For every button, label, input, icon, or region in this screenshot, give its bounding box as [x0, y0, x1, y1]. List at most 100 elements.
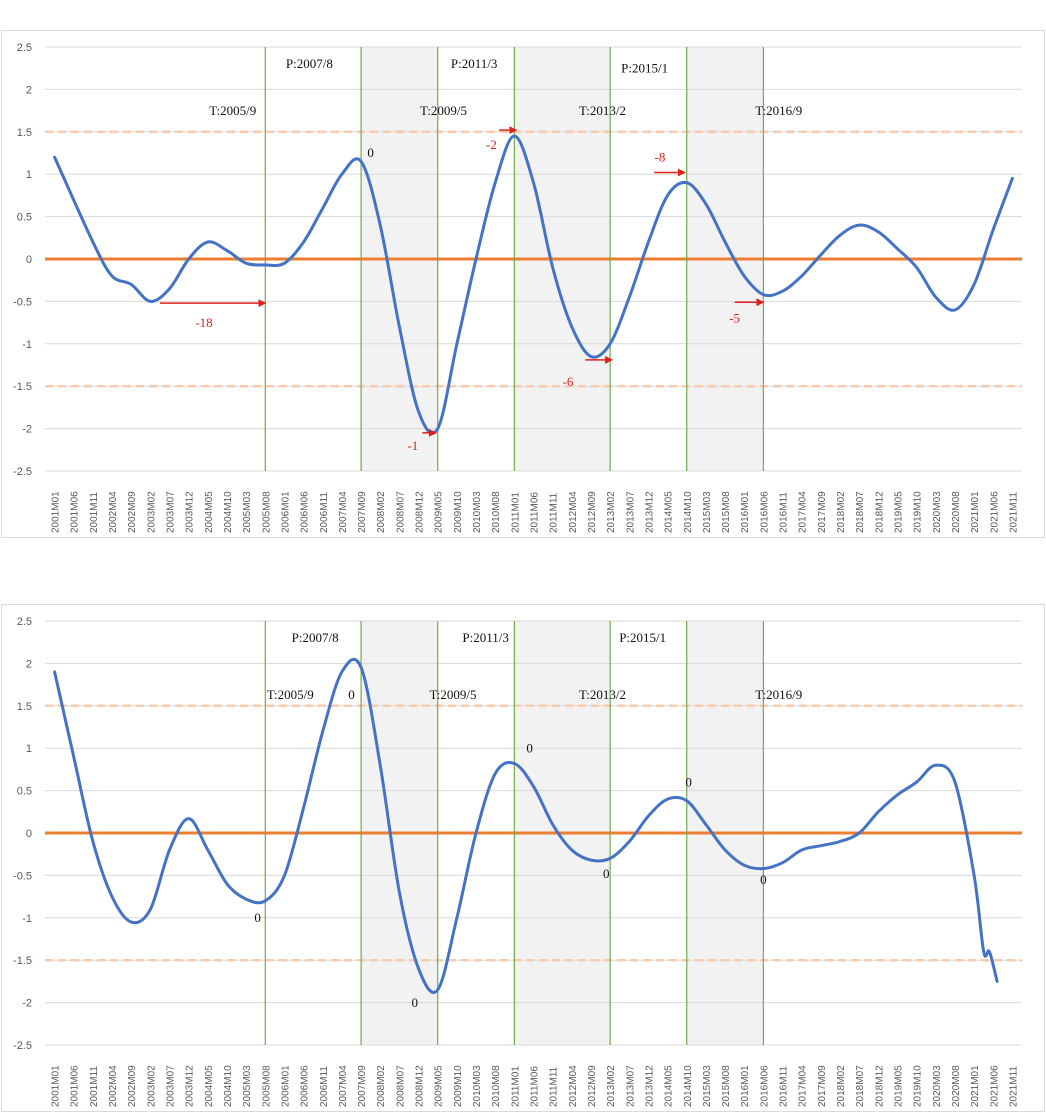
top-x-tick-label: 2013M07	[625, 491, 636, 533]
top-x-tick-label: 2010M08	[491, 491, 502, 533]
top-x-tick-label: 2003M07	[166, 491, 177, 533]
bottom-y-tick-label: -2	[22, 998, 32, 1010]
bottom-y-tick-label: -1.5	[13, 955, 32, 967]
bottom-x-tick-label: 2011M01	[510, 1066, 521, 1107]
top-x-tick-label: 2012M09	[587, 491, 598, 533]
chart-bottom-svg: 2.5 2 1.5 1 0.5 0 -0.5 -1 -1.5 -2 -2.5 2001M01 2001M…	[13, 616, 1022, 1107]
bottom-annotation: P:2015/1	[619, 630, 666, 645]
top-x-tick-label: 2007M09	[357, 491, 368, 533]
bottom-x-tick-label: 2018M02	[836, 1065, 847, 1107]
bottom-x-tick-label: 2001M01	[51, 1065, 62, 1107]
bottom-annotation: T:2013/2	[579, 687, 626, 702]
top-x-tick-label: 2004M10	[223, 491, 234, 533]
top-x-tick-label: 2009M05	[434, 491, 445, 533]
top-x-tick-label: 2011M01	[510, 492, 521, 533]
bottom-x-tick-label: 2003M12	[185, 1065, 196, 1107]
bottom-y-tick-label: 1.5	[17, 701, 32, 713]
bottom-x-tick-label: 2011M11	[549, 1066, 560, 1107]
top-x-tick-label: 2009M10	[453, 491, 464, 533]
top-x-tick-label: 2006M06	[300, 491, 311, 533]
top-x-tick-label: 2014M05	[664, 491, 675, 533]
chart-top: 2.5 2 1.5 1 0.5 0 -0.5 -1 -1.5 -2 -2.5 2001M01 2001M…	[1, 30, 1045, 538]
bottom-x-tick-label: 2020M03	[932, 1065, 943, 1107]
top-x-tick-label: 2004M05	[204, 491, 215, 533]
top-x-tick-label: 2015M03	[702, 491, 713, 533]
bottom-x-tick-label: 2016M06	[759, 1065, 770, 1107]
bottom-x-tick-label: 2008M07	[395, 1065, 406, 1107]
bottom-x-tick-label: 2009M05	[434, 1065, 445, 1107]
top-x-tick-label: 2001M01	[51, 491, 62, 533]
top-annotation: T:2005/9	[209, 103, 256, 118]
chart-top-svg: 2.5 2 1.5 1 0.5 0 -0.5 -1 -1.5 -2 -2.5 2001M01 2001M…	[13, 42, 1022, 533]
bottom-x-tick-label: 2021M01	[970, 1065, 981, 1107]
top-annotation: -8	[655, 149, 666, 164]
bottom-annotation: 0	[603, 866, 610, 881]
top-annotation: T:2016/9	[755, 103, 802, 118]
bottom-x-tick-label: 2003M02	[146, 1065, 157, 1107]
top-y-tick-label: -1.5	[13, 381, 32, 393]
top-annotation: 0	[367, 145, 374, 160]
bottom-x-tick-label: 2015M08	[721, 1065, 732, 1107]
bottom-x-tick-label: 2012M09	[587, 1065, 598, 1107]
top-x-tick-label: 2016M11	[779, 492, 790, 533]
bottom-x-tick-label: 2015M03	[702, 1065, 713, 1107]
top-x-tick-label: 2008M12	[415, 491, 426, 533]
bottom-x-tick-label: 2013M02	[606, 1065, 617, 1107]
bottom-x-tick-label: 2007M04	[338, 1065, 349, 1107]
bottom-x-tick-label: 2007M09	[357, 1065, 368, 1107]
bottom-annotation: T:2005/9	[267, 687, 314, 702]
bottom-x-tick-label: 2021M06	[989, 1065, 1000, 1107]
top-x-tick-label: 2014M10	[683, 491, 694, 533]
bottom-x-tick-label: 2006M06	[300, 1065, 311, 1107]
bottom-x-tick-label: 2008M02	[376, 1065, 387, 1107]
bottom-annotation: 0	[348, 687, 355, 702]
bottom-x-tick-label: 2013M12	[644, 1065, 655, 1107]
top-annotation: T:2013/2	[579, 103, 626, 118]
bottom-y-tick-label: 0	[26, 828, 32, 840]
top-x-tick-label: 2019M10	[913, 491, 924, 533]
bottom-x-tick-label: 2017M09	[817, 1065, 828, 1107]
top-x-tick-label: 2002M09	[127, 491, 138, 533]
top-x-tick-label: 2013M02	[606, 491, 617, 533]
bottom-annotation: 0	[254, 910, 261, 925]
bottom-x-tick-label: 2006M11	[319, 1066, 330, 1107]
top-x-tick-label: 2002M04	[108, 491, 119, 533]
bottom-annotation: 0	[685, 774, 692, 789]
top-x-tick-label: 2010M03	[472, 491, 483, 533]
top-annotation: -1	[407, 438, 418, 453]
bottom-x-tick-label: 2021M11	[1008, 1066, 1019, 1107]
top-x-tick-label: 2018M07	[855, 491, 866, 533]
top-x-tick-label: 2021M01	[970, 491, 981, 533]
bottom-y-tick-label: 2	[26, 658, 32, 670]
bottom-annotation: 0	[526, 740, 533, 755]
bottom-x-tick-label: 2018M12	[874, 1065, 885, 1107]
bottom-y-tick-label: -2.5	[13, 1040, 32, 1052]
top-x-tick-label: 2008M07	[395, 491, 406, 533]
top-y-tick-label: -1	[22, 339, 32, 351]
bottom-x-tick-label: 2016M01	[740, 1065, 751, 1107]
top-annotation: -6	[563, 374, 574, 389]
top-x-tick-label: 2006M11	[319, 492, 330, 533]
top-x-tick-label: 2016M06	[759, 491, 770, 533]
bottom-x-tick-label: 2016M11	[779, 1066, 790, 1107]
bottom-y-tick-label: 2.5	[17, 616, 32, 628]
top-y-tick-label: 2.5	[17, 42, 32, 54]
top-annotation: -18	[195, 315, 212, 330]
bottom-x-tick-label: 2013M07	[625, 1065, 636, 1107]
bottom-x-tick-label: 2008M12	[415, 1065, 426, 1107]
top-x-tick-label: 2020M08	[951, 491, 962, 533]
top-x-tick-label: 2018M12	[874, 491, 885, 533]
bottom-x-tick-label: 2006M01	[280, 1065, 291, 1107]
bottom-y-tick-label: 0.5	[17, 786, 32, 798]
bottom-y-tick-label: -1	[22, 913, 32, 925]
bottom-x-tick-label: 2012M04	[568, 1065, 579, 1107]
bottom-x-tick-label: 2014M05	[664, 1065, 675, 1107]
top-annotation: P:2015/1	[621, 60, 668, 75]
top-y-tick-label: 2	[26, 84, 32, 96]
top-annotation: T:2009/5	[420, 103, 467, 118]
top-y-tick-label: -2	[22, 424, 32, 436]
top-x-tick-label: 2008M02	[376, 491, 387, 533]
top-x-tick-label: 2007M04	[338, 491, 349, 533]
bottom-x-tick-label: 2002M09	[127, 1065, 138, 1107]
bottom-x-tick-label: 2009M10	[453, 1065, 464, 1107]
